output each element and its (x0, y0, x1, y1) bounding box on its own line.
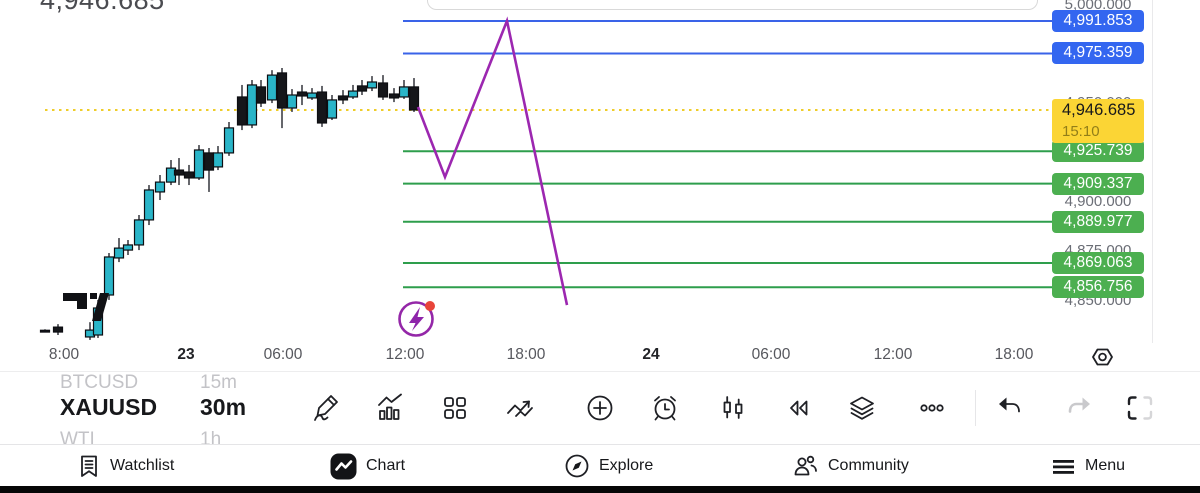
time-axis[interactable]: 8:00 23 06:00 12:00 18:00 24 06:00 12:00 18:00 (0, 343, 1200, 371)
candle-up (154, 181, 166, 193)
time-axis-tick: 06:00 (263, 346, 303, 363)
indicators-button[interactable] (374, 392, 406, 424)
nav-watchlist[interactable]: Watchlist (77, 445, 174, 487)
time-axis-tick: 24 (642, 346, 660, 363)
candle-up (212, 152, 224, 168)
time-axis-tick: 8:00 (48, 346, 80, 363)
bar-replay-button[interactable] (782, 392, 814, 424)
nav-community[interactable]: Community (792, 445, 909, 487)
add-button[interactable] (584, 392, 616, 424)
time-axis-tick: 18:00 (506, 346, 546, 363)
candle-down (356, 85, 368, 92)
candle-down (183, 171, 195, 179)
toolbar-divider (975, 390, 976, 426)
active-symbol[interactable]: XAUUSD (60, 394, 158, 420)
candle-up (326, 99, 338, 119)
flash-actions-button[interactable] (396, 296, 440, 340)
candle-up (133, 219, 145, 246)
candle-up (306, 92, 318, 99)
candle-up (113, 247, 125, 259)
picker-prev-symbol[interactable]: BTCUSD (60, 372, 139, 393)
time-axis-tick: 18:00 (994, 346, 1034, 363)
price-axis-border (1152, 0, 1153, 343)
candle-up (103, 256, 115, 296)
redo-button[interactable] (1063, 392, 1095, 424)
candle-up (347, 90, 359, 98)
candle-up (223, 127, 235, 154)
bottom-nav: Watchlist Chart Explore Community (0, 444, 1200, 487)
candle-up (266, 74, 278, 101)
candle-up (286, 94, 298, 109)
notification-dot (425, 301, 435, 311)
candle-down (377, 82, 389, 98)
candle-up (246, 84, 258, 126)
candle-up (398, 86, 410, 98)
candle-up (143, 189, 155, 221)
home-indicator-bar (0, 486, 1200, 493)
chip-circle (398, 301, 434, 337)
layouts-button[interactable] (439, 392, 471, 424)
undo-button[interactable] (994, 392, 1026, 424)
objects-tree-button[interactable] (846, 392, 878, 424)
nav-menu-label: Menu (1085, 457, 1126, 474)
panel-divider (0, 371, 1200, 372)
nav-menu[interactable]: Menu (1051, 445, 1125, 487)
fullscreen-button[interactable] (1124, 392, 1156, 424)
nav-chart-label: Chart (366, 457, 406, 474)
chart-type-button[interactable] (717, 392, 749, 424)
active-interval[interactable]: 30m (200, 394, 247, 420)
nav-explore[interactable]: Explore (564, 445, 653, 487)
alerts-button[interactable] (649, 392, 681, 424)
candle-down (236, 96, 248, 126)
time-axis-tick: 12:00 (873, 346, 913, 363)
candle-down (296, 91, 308, 97)
more-button[interactable] (916, 392, 948, 424)
nav-explore-label: Explore (599, 457, 654, 474)
candle-down (203, 152, 215, 171)
chart-area[interactable]: 4,946.685 5,000.000 4,950.000 4,900.000 4,8… (0, 0, 1200, 344)
candle-down (388, 93, 400, 99)
candle-down (173, 169, 185, 176)
menu-hamburger-icon (1053, 459, 1074, 474)
candle-up (122, 244, 134, 251)
bottom-panel: BTCUSD 15m XAUUSD 30m WTI 1h (0, 372, 1200, 444)
candle-down (52, 326, 64, 333)
time-axis-tick: 06:00 (751, 346, 791, 363)
candle-down (255, 86, 267, 104)
candle-down (39, 329, 51, 333)
candlestick-chart[interactable] (0, 0, 1200, 344)
trend-drawing[interactable] (416, 16, 569, 306)
nav-community-label: Community (828, 457, 909, 474)
community-people-icon (794, 455, 817, 476)
picker-next-interval[interactable]: 1h (200, 429, 222, 444)
time-axis-tick: 23 (177, 346, 195, 363)
picker-next-symbol[interactable]: WTI (60, 429, 95, 444)
axis-eye-icon[interactable] (1088, 345, 1118, 370)
patterns-button[interactable] (504, 392, 536, 424)
tradingview-logo-watermark (63, 293, 109, 321)
candle-up (193, 149, 205, 179)
nav-watchlist-label: Watchlist (110, 457, 175, 474)
chart-nav-icon (330, 453, 357, 479)
cutoff-sheet-fragment (427, 0, 1038, 10)
candle-down (276, 72, 288, 109)
watchlist-icon (81, 455, 97, 477)
picker-prev-interval[interactable]: 15m (200, 372, 237, 393)
lightning-icon (409, 307, 424, 331)
time-axis-tick: 12:00 (385, 346, 425, 363)
nav-chart-active[interactable]: Chart (330, 445, 405, 487)
draw-tool-button[interactable] (310, 392, 342, 424)
ohlc-price-readout: 4,946.685 (40, 0, 165, 15)
candle-up (366, 81, 378, 89)
explore-compass-icon (565, 454, 589, 478)
candle-down (408, 86, 420, 111)
candle-down (316, 91, 328, 124)
candle-down (337, 95, 349, 101)
